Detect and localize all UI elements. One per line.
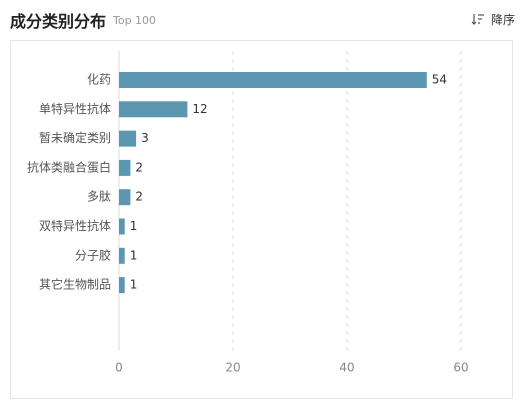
value-label: 54 [432,73,447,87]
category-label: 双特异性抗体 [39,218,111,233]
chart-header: 成分类别分布 Top 100 降序 [0,0,523,40]
bar[interactable] [119,218,125,235]
value-label: 2 [135,160,143,174]
sort-descending-icon [471,14,484,25]
bar[interactable] [119,130,137,147]
bar[interactable] [119,189,131,206]
value-label: 1 [130,278,138,292]
category-label: 化药 [87,73,111,87]
value-label: 2 [135,190,143,204]
bar[interactable] [119,159,131,176]
category-label: 多肽 [87,189,111,204]
bar[interactable] [119,247,125,264]
bar-chart: 0 20 40 60 化药 54 单特异性抗体 12 暂未确定类别 3 抗体类融合蛋白 2 多肽 2 双特异… [27,51,469,375]
x-tick-label: 60 [453,361,468,375]
bar[interactable] [119,101,188,118]
value-label: 12 [192,102,207,116]
x-tick-label: 40 [339,361,354,375]
bar[interactable] [119,72,427,88]
category-label: 其它生物制品 [39,277,111,292]
category-label: 抗体类融合蛋白 [27,159,111,174]
category-label: 分子胶 [75,247,111,262]
x-tick-label: 0 [115,361,123,375]
sort-label: 降序 [490,12,515,27]
category-label: 暂未确定类别 [39,130,111,145]
value-label: 3 [141,131,149,145]
chart-panel: 0 20 40 60 化药 54 单特异性抗体 12 暂未确定类别 3 抗体类融合蛋白 2 多肽 2 双特异… [10,40,513,399]
chart-title: 成分类别分布 [10,12,107,31]
sort-button[interactable]: 降序 [471,10,515,28]
value-label: 1 [130,219,138,233]
value-label: 1 [130,248,138,262]
x-tick-label: 20 [225,361,240,375]
chart-subtitle: Top 100 [113,14,157,27]
category-label: 单特异性抗体 [39,101,111,116]
bar[interactable] [119,277,125,294]
